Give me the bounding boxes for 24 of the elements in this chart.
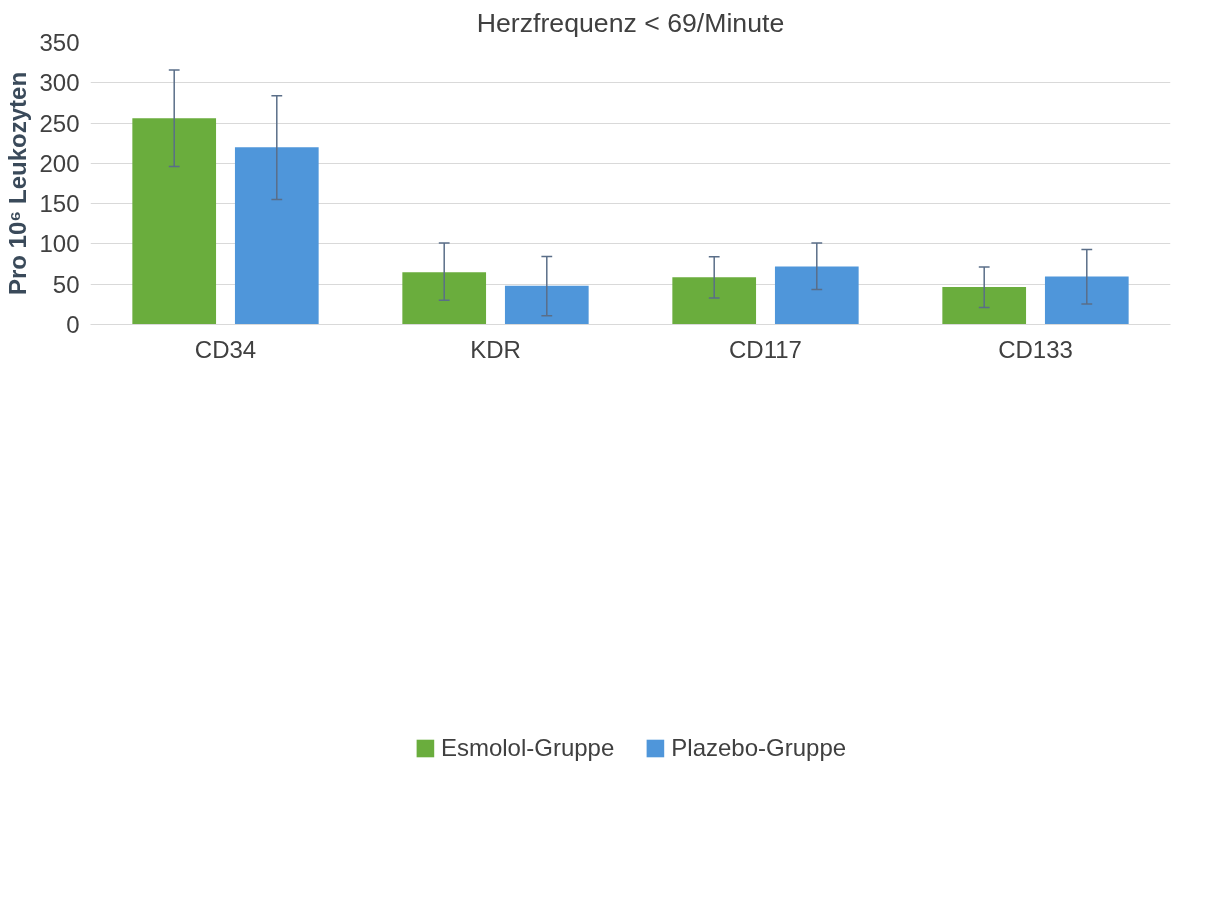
bar [1044, 276, 1129, 325]
bar [402, 272, 487, 325]
bar [942, 287, 1027, 325]
chart-title: Herzfrequenz < 69/Minute [476, 7, 785, 38]
bar [234, 147, 319, 325]
bar [504, 285, 589, 325]
y-tick-label: 0 [66, 311, 80, 338]
y-tick-label: 350 [39, 29, 80, 56]
y-axis-title: Pro 10⁶ Leukozyten [4, 71, 32, 296]
x-tick-label: CD34 [194, 335, 257, 363]
x-tick-label: KDR [470, 335, 521, 363]
y-tick-label: 200 [39, 149, 80, 177]
bar [774, 266, 859, 325]
bar [672, 277, 757, 325]
legend-label: Esmolol-Gruppe [440, 734, 615, 762]
x-tick-label: CD133 [998, 335, 1073, 363]
y-tick-label: 300 [39, 69, 80, 97]
bar [132, 118, 217, 325]
y-tick-label: 50 [52, 270, 80, 298]
legend-label: Plazebo-Gruppe [671, 734, 847, 762]
x-tick-label: CD117 [729, 335, 802, 363]
y-tick-label: 250 [39, 109, 80, 137]
y-tick-label: 100 [39, 230, 80, 258]
y-tick-label: 150 [39, 190, 80, 218]
